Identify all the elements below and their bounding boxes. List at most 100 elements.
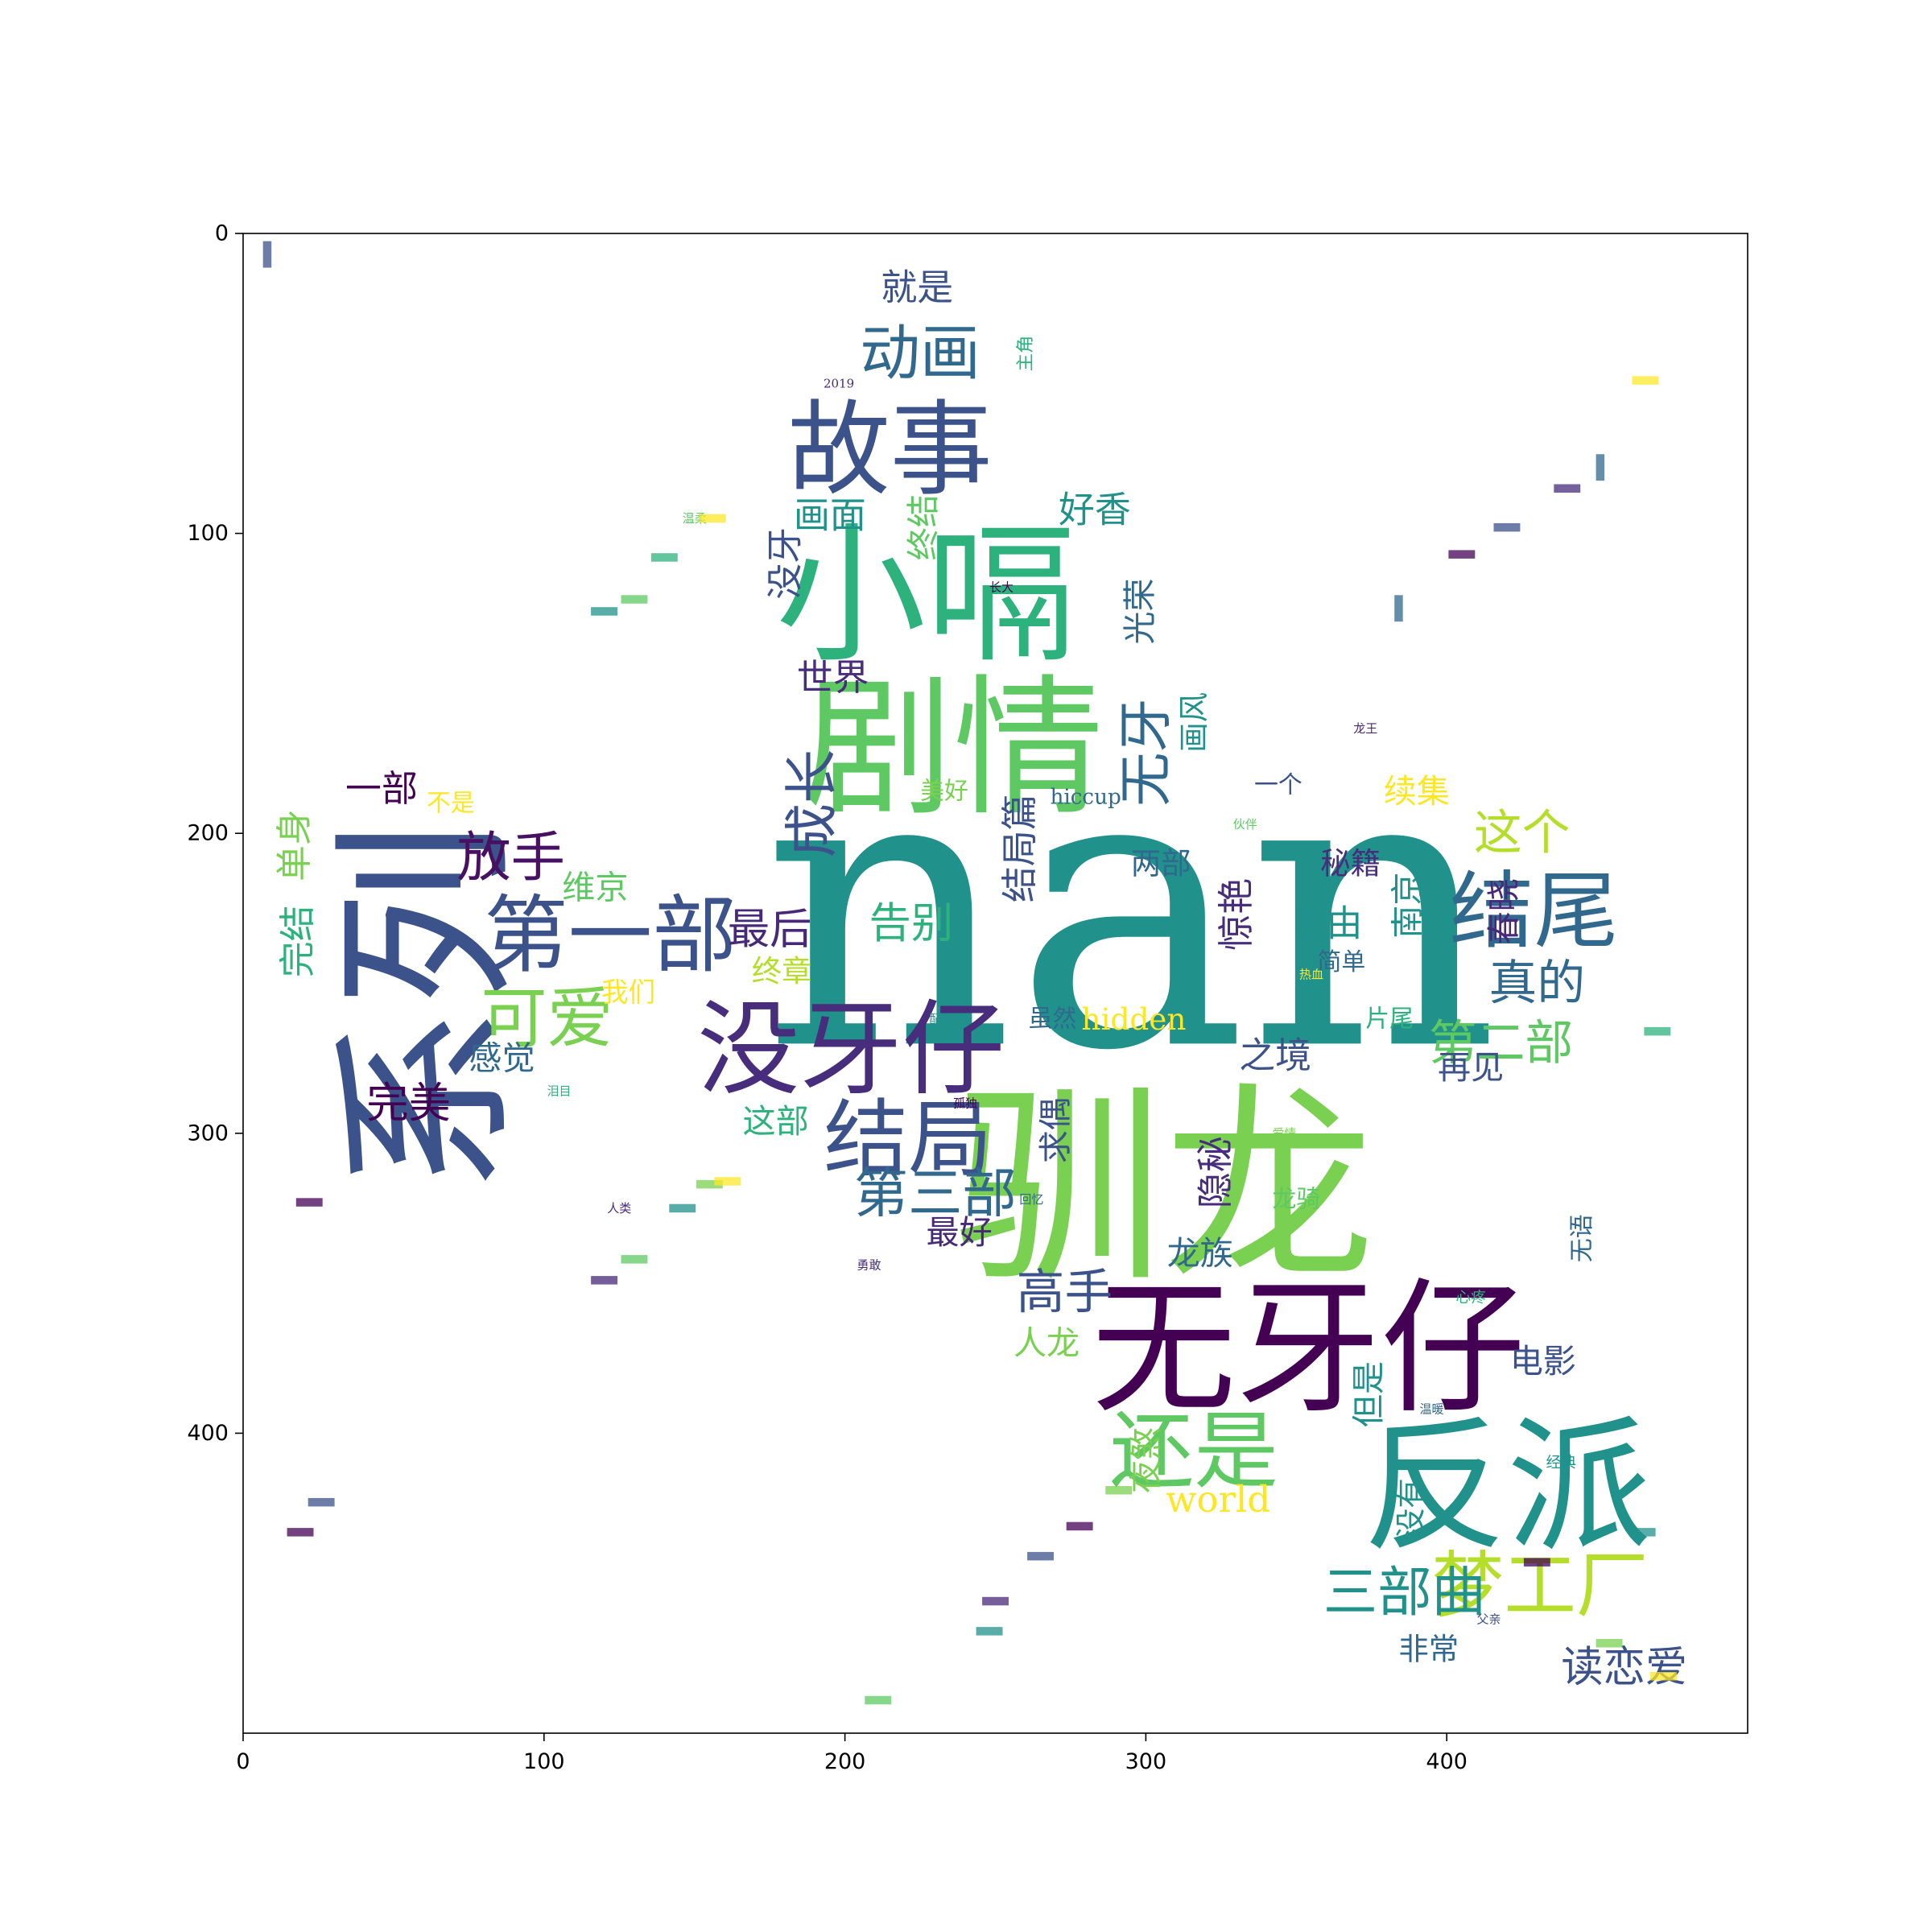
small-word-18 xyxy=(287,1528,314,1537)
word-14: 可爱 xyxy=(481,981,613,1058)
x-tick-label-2: 200 xyxy=(824,1749,866,1774)
word-16: 放手 xyxy=(456,826,565,889)
word-67: 求偶 xyxy=(1036,1097,1075,1163)
small-word-28 xyxy=(1523,1558,1550,1567)
small-word-14 xyxy=(669,1203,696,1213)
small-word-12 xyxy=(591,1276,617,1285)
word-39: 龙族 xyxy=(1167,1234,1233,1273)
word-37: 电影 xyxy=(1510,1342,1576,1381)
word-0: nan xyxy=(762,680,1500,1136)
small-word-21 xyxy=(976,1627,1003,1636)
small-word-24 xyxy=(1105,1486,1133,1495)
word-5: 无牙仔 xyxy=(1092,1265,1525,1434)
word-6: 反派 xyxy=(1363,1403,1652,1571)
small-word-26 xyxy=(1649,1672,1677,1681)
word-72: 画风 xyxy=(1176,692,1212,753)
word-57: 结局篇 xyxy=(998,794,1041,902)
word-33: world xyxy=(1166,1478,1270,1521)
word-22: 高手 xyxy=(1017,1264,1113,1320)
word-84: 爱情 xyxy=(1272,1126,1296,1141)
word-29: 就是 xyxy=(881,266,953,309)
word-70: 没有 xyxy=(1393,1478,1428,1538)
small-word-19 xyxy=(865,1695,892,1705)
word-62: 光荣 xyxy=(1121,578,1159,644)
word-68: 但是 xyxy=(1349,1361,1388,1427)
word-73: hiccup xyxy=(1051,785,1121,809)
word-49: 我们 xyxy=(601,976,655,1008)
word-80: 人类 xyxy=(607,1201,631,1216)
word-66: 隐秘 xyxy=(1194,1136,1236,1208)
y-tick-label-1: 100 xyxy=(187,521,229,546)
word-24: 无牙 xyxy=(1114,698,1177,807)
word-8: 没牙仔 xyxy=(697,989,1004,1108)
small-word-16 xyxy=(714,1177,741,1186)
word-43: 最好 xyxy=(927,1213,993,1252)
word-90: 龙王 xyxy=(1353,721,1377,736)
word-30: 画面 xyxy=(794,494,866,537)
word-59: 单身 xyxy=(273,809,316,881)
word-61: 终结 xyxy=(904,494,943,560)
small-word-11 xyxy=(295,1198,323,1207)
word-92: 长大 xyxy=(989,580,1013,595)
small-word-6 xyxy=(1394,595,1403,622)
x-tick-label-1: 100 xyxy=(523,1749,565,1774)
word-55: 一部 xyxy=(345,767,418,810)
x-axis: 0 100 200 300 400 xyxy=(236,1733,1468,1774)
word-40: 维京 xyxy=(562,868,628,906)
small-word-13 xyxy=(621,1255,648,1264)
word-1: 驯龙 xyxy=(953,1064,1374,1310)
word-54: 虽然 xyxy=(1029,1005,1077,1034)
word-65: 春晓 xyxy=(1484,878,1523,944)
small-word-9 xyxy=(621,595,648,604)
x-tick-label-3: 300 xyxy=(1125,1749,1167,1774)
small-word-27 xyxy=(1629,1528,1656,1537)
small-word-17 xyxy=(308,1497,335,1507)
y-tick-label-4: 400 xyxy=(187,1421,229,1446)
word-79: 经典 xyxy=(1546,1455,1576,1472)
small-word-15 xyxy=(696,1179,723,1189)
word-93: 温暖 xyxy=(1420,1402,1444,1417)
plot-background xyxy=(243,233,1748,1733)
word-63: 惊艳 xyxy=(1215,878,1257,951)
word-83: 回忆 xyxy=(1019,1192,1043,1207)
x-tick-label-4: 400 xyxy=(1426,1749,1468,1774)
word-15: 动画 xyxy=(860,319,980,389)
word-69: 夜煞 xyxy=(1126,1427,1165,1493)
word-18: 三部曲 xyxy=(1323,1561,1486,1624)
word-35: 之境 xyxy=(1239,1034,1311,1076)
small-word-29 xyxy=(1596,1639,1623,1648)
word-77: 无语 xyxy=(1568,1214,1596,1262)
word-12: 结局 xyxy=(824,1090,992,1188)
y-tick-label-0: 0 xyxy=(215,221,229,246)
small-word-7 xyxy=(650,553,678,562)
small-word-2 xyxy=(1596,454,1605,481)
y-tick-label-2: 200 xyxy=(187,821,229,846)
word-91: 伙伴 xyxy=(1233,817,1257,832)
word-64: 南京 xyxy=(1389,873,1427,939)
word-27: 告别 xyxy=(869,898,954,947)
small-word-23 xyxy=(1066,1521,1093,1531)
word-20: 这个 xyxy=(1474,805,1571,861)
small-word-22 xyxy=(1027,1551,1054,1561)
small-word-1 xyxy=(1632,376,1659,385)
word-44: 非常 xyxy=(1398,1632,1459,1667)
word-45: 这部 xyxy=(743,1102,809,1141)
word-74: 2019 xyxy=(824,376,854,390)
word-53: 片尾 xyxy=(1365,1005,1414,1034)
word-2: 系列 xyxy=(318,821,535,1195)
word-51: 美好 xyxy=(920,778,968,806)
word-3: 小嗝 xyxy=(776,509,1077,683)
y-tick-label-3: 300 xyxy=(187,1121,229,1146)
word-26: 最后 xyxy=(728,905,812,954)
word-11: 还是 xyxy=(1110,1402,1278,1501)
word-34: 自由 xyxy=(1290,902,1363,944)
word-82: 孤独 xyxy=(953,1096,977,1111)
small-word-10 xyxy=(699,514,726,523)
word-32: hidden xyxy=(1081,1001,1186,1037)
word-41: 续集 xyxy=(1384,772,1450,811)
word-87: 泪目 xyxy=(547,1084,571,1099)
word-23: 成长 xyxy=(780,749,843,858)
word-50: 不是 xyxy=(427,789,475,817)
